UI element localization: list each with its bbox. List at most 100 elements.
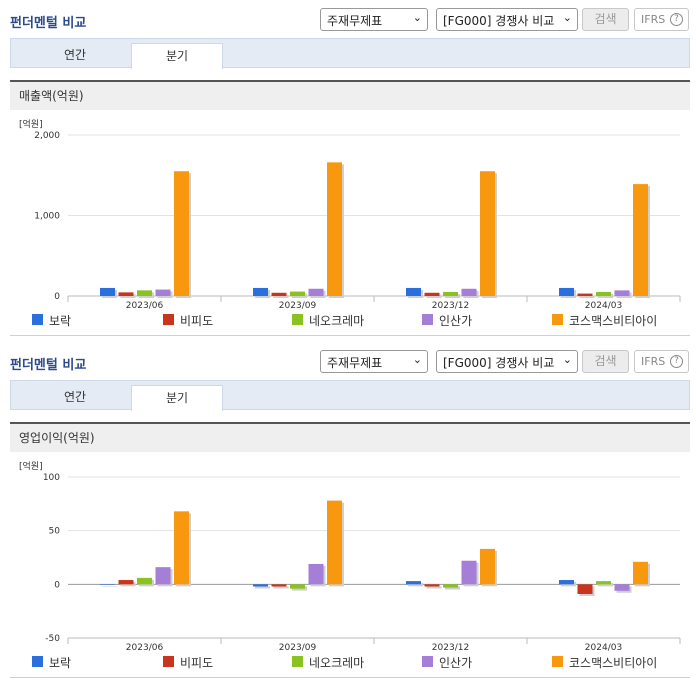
- legend-swatch: [163, 314, 174, 325]
- bar-shadow: [579, 295, 595, 298]
- section-title: 영업이익(억원): [10, 422, 690, 452]
- question-icon: ?: [670, 355, 683, 368]
- legend-label: 코스맥스비티아이: [569, 314, 658, 328]
- bar[interactable]: [406, 581, 421, 585]
- fundamental-panel-revenue: 펀더멘털 비교 주재무제표 ⌄ [FG000] 경쟁사 비교 ⌄ 검색 IFRS…: [0, 0, 696, 336]
- bar[interactable]: [633, 184, 648, 296]
- bar[interactable]: [174, 511, 189, 585]
- panel-title: 펀더멘털 비교: [10, 358, 87, 373]
- ifrs-label: IFRS: [641, 355, 666, 368]
- bar[interactable]: [633, 561, 648, 585]
- x-tick-label: 2023/12: [432, 643, 469, 653]
- tab-annual[interactable]: 연간: [63, 48, 87, 62]
- peer-group-select-value: [FG000] 경쟁사 비교: [443, 14, 555, 28]
- bar[interactable]: [308, 563, 324, 585]
- bar[interactable]: [253, 287, 268, 296]
- panel-header: 펀더멘털 비교 주재무제표 ⌄ [FG000] 경쟁사 비교 ⌄ 검색 IFRS…: [0, 342, 696, 380]
- bar[interactable]: [406, 287, 421, 296]
- bar-shadow: [273, 294, 289, 298]
- chevron-down-icon: ⌄: [412, 353, 422, 366]
- bar[interactable]: [327, 500, 342, 585]
- legend-swatch: [552, 314, 563, 325]
- bar[interactable]: [308, 288, 324, 296]
- legend-swatch: [32, 314, 43, 325]
- legend-swatch: [292, 314, 303, 325]
- bar[interactable]: [596, 291, 611, 296]
- bar[interactable]: [443, 291, 458, 296]
- bar[interactable]: [290, 584, 305, 589]
- bar[interactable]: [174, 171, 189, 296]
- bar-shadow: [598, 583, 613, 587]
- statement-select[interactable]: 주재무제표 ⌄: [320, 8, 428, 31]
- legend-label: 보락: [49, 314, 72, 328]
- bar[interactable]: [424, 584, 440, 587]
- tab-annual[interactable]: 연간: [63, 390, 87, 404]
- chart-legend: 보락 비피도 네오크레마 인산가 코스맥스비티아이: [0, 654, 696, 670]
- chevron-down-icon: ⌄: [562, 11, 572, 24]
- bar[interactable]: [614, 584, 630, 591]
- bar[interactable]: [137, 577, 152, 585]
- panel-header: 펀더멘털 비교 주재무제표 ⌄ [FG000] 경쟁사 비교 ⌄ 검색 IFRS…: [0, 0, 696, 38]
- search-button[interactable]: 검색: [582, 8, 629, 31]
- panel-title: 펀더멘털 비교: [10, 16, 87, 31]
- ifrs-help-button[interactable]: IFRS ?: [634, 350, 689, 373]
- bar[interactable]: [271, 292, 287, 296]
- bar[interactable]: [559, 580, 574, 585]
- bar[interactable]: [559, 287, 574, 296]
- bar[interactable]: [155, 289, 171, 296]
- bar[interactable]: [290, 291, 305, 296]
- bar-shadow: [408, 583, 423, 587]
- legend-swatch: [552, 656, 563, 667]
- bar[interactable]: [271, 584, 287, 587]
- peer-group-select-value: [FG000] 경쟁사 비교: [443, 356, 555, 370]
- chevron-down-icon: ⌄: [412, 11, 422, 24]
- statement-select-value: 주재무제표: [327, 14, 383, 28]
- bar-shadow: [255, 586, 270, 589]
- bar[interactable]: [327, 162, 342, 296]
- bar[interactable]: [461, 288, 477, 296]
- tab-quarterly[interactable]: 분기: [131, 385, 223, 411]
- question-icon: ?: [670, 13, 683, 26]
- bar[interactable]: [577, 584, 593, 594]
- bar[interactable]: [100, 584, 115, 585]
- legend-swatch: [32, 656, 43, 667]
- bar[interactable]: [577, 293, 593, 296]
- legend-label: 네오크레마: [309, 314, 365, 328]
- bar[interactable]: [118, 580, 134, 585]
- divider: [10, 677, 690, 678]
- bar-shadow: [426, 586, 442, 589]
- y-tick-label: 0: [54, 580, 60, 590]
- statement-select[interactable]: 주재무제표 ⌄: [320, 350, 428, 373]
- bar[interactable]: [253, 584, 268, 587]
- bar[interactable]: [118, 292, 134, 296]
- legend-swatch: [422, 656, 433, 667]
- bar[interactable]: [100, 287, 115, 296]
- chevron-down-icon: ⌄: [562, 353, 572, 366]
- x-tick-label: 2024/03: [585, 643, 622, 653]
- bar[interactable]: [596, 581, 611, 585]
- y-tick-label: 2,000: [34, 131, 60, 141]
- bar[interactable]: [137, 290, 152, 296]
- bar[interactable]: [424, 292, 440, 296]
- legend-label: 인산가: [439, 314, 473, 328]
- tab-quarterly[interactable]: 분기: [131, 43, 223, 69]
- ifrs-help-button[interactable]: IFRS ?: [634, 8, 689, 31]
- unit-label: [억원]: [19, 462, 43, 472]
- bar[interactable]: [155, 567, 171, 585]
- bar[interactable]: [480, 171, 495, 296]
- peer-group-select[interactable]: [FG000] 경쟁사 비교 ⌄: [436, 8, 578, 31]
- bar[interactable]: [480, 548, 495, 585]
- legend-swatch: [422, 314, 433, 325]
- x-tick-label: 2023/06: [126, 643, 164, 653]
- bar-chart: 0 1,000 2,000 2023/06 2023/09 2023/12 2024/03: [34, 131, 681, 311]
- search-button[interactable]: 검색: [582, 350, 629, 373]
- legend-swatch: [292, 656, 303, 667]
- fundamental-panel-operating-profit: 펀더멘털 비교 주재무제표 ⌄ [FG000] 경쟁사 비교 ⌄ 검색 IFRS…: [0, 342, 696, 684]
- section-title: 매출액(억원): [10, 80, 690, 110]
- divider: [10, 335, 690, 336]
- bar[interactable]: [614, 290, 630, 296]
- bar[interactable]: [443, 584, 458, 588]
- bar[interactable]: [461, 560, 477, 585]
- peer-group-select[interactable]: [FG000] 경쟁사 비교 ⌄: [436, 350, 578, 373]
- bar-shadow: [120, 294, 136, 298]
